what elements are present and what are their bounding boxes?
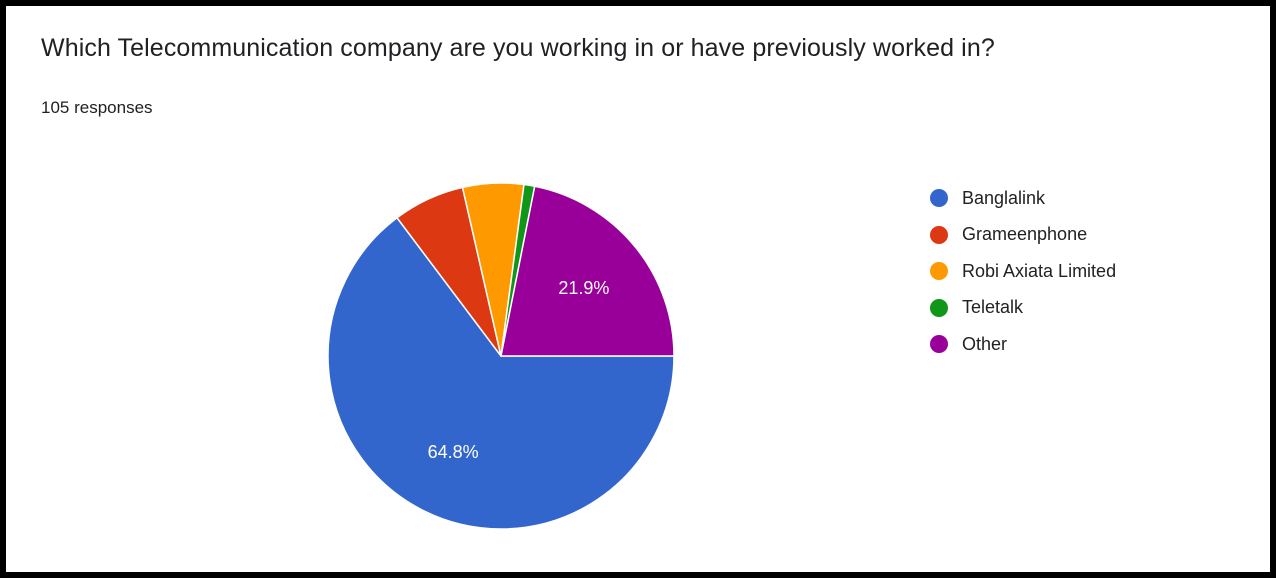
legend-swatch xyxy=(930,298,948,317)
legend-item[interactable]: Other xyxy=(930,326,1116,363)
chart-title: Which Telecommunication company are you … xyxy=(41,34,995,62)
legend-item[interactable]: Banglalink xyxy=(930,180,1116,217)
chart-legend: Banglalink Grameenphone Robi Axiata Limi… xyxy=(930,180,1116,363)
pie-data-label: 64.8% xyxy=(428,442,479,462)
pie-slice-banglalink[interactable] xyxy=(327,216,675,530)
legend-label: Robi Axiata Limited xyxy=(962,260,1117,281)
legend-label: Grameenphone xyxy=(962,224,1088,245)
legend-label: Other xyxy=(962,333,1008,354)
legend-item[interactable]: Robi Axiata Limited xyxy=(930,253,1116,290)
response-count: 105 responses xyxy=(41,98,153,117)
legend-swatch xyxy=(930,189,948,208)
legend-swatch xyxy=(930,262,948,281)
legend-item[interactable]: Grameenphone xyxy=(930,217,1116,254)
legend-item[interactable]: Teletalk xyxy=(930,290,1116,327)
pie-slice-other[interactable] xyxy=(500,185,675,357)
legend-swatch xyxy=(930,335,948,354)
legend-swatch xyxy=(930,225,948,244)
legend-label: Banglalink xyxy=(962,187,1046,208)
legend-label: Teletalk xyxy=(962,297,1024,318)
pie-data-label: 21.9% xyxy=(558,278,609,298)
